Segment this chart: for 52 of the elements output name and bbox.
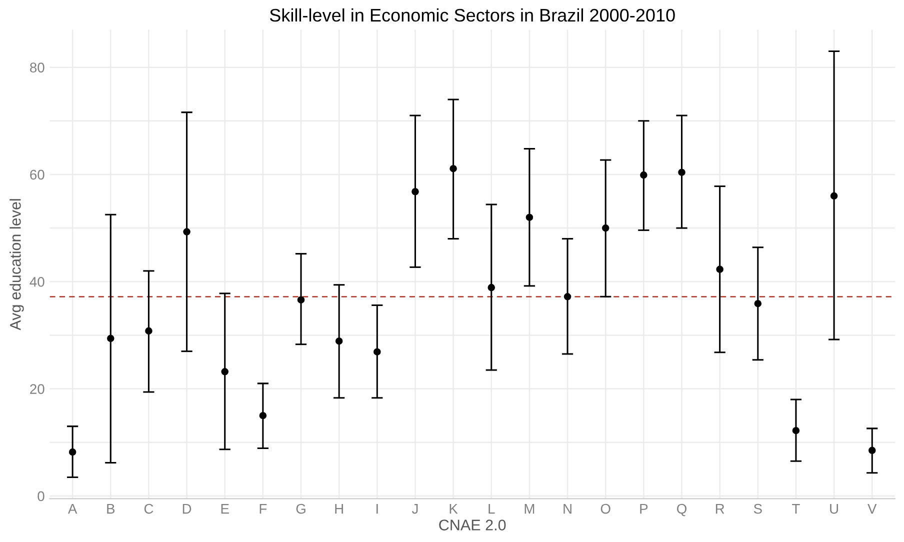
point (564, 293, 572, 300)
x-tick-label: Q (677, 504, 686, 516)
x-tick-label: F (260, 504, 267, 514)
point (259, 412, 267, 420)
y-axis-title: Avg education level (10, 199, 24, 330)
x-tick-label: O (600, 504, 610, 514)
y-tick-label: 20 (30, 384, 44, 394)
y-tick-label: 80 (30, 62, 44, 72)
x-tick-label: N (564, 504, 572, 514)
point (792, 426, 800, 434)
point (183, 228, 190, 236)
point (640, 171, 648, 179)
point (526, 214, 534, 221)
point (297, 296, 305, 304)
point (335, 337, 343, 345)
point (68, 448, 76, 456)
x-tick-label: J (412, 504, 418, 514)
x-tick-label: T (792, 504, 800, 514)
y-tick-label: 60 (30, 170, 44, 180)
x-tick-label: R (716, 504, 724, 514)
point (754, 300, 762, 308)
y-tick-label: 0 (38, 491, 44, 502)
y-tick-label: 40 (30, 276, 44, 287)
x-tick-label: B (107, 504, 115, 514)
x-tick-label: A (68, 504, 78, 514)
point (145, 327, 152, 335)
x-axis-title: CNAE 2.0 (439, 520, 506, 530)
x-tick-label: L (488, 504, 495, 514)
point (678, 168, 686, 176)
x-tick-label: U (830, 504, 838, 514)
point (412, 188, 419, 196)
chart-title: Skill-level in Economic Sectors in Brazil 2000-2010 (270, 8, 675, 22)
x-tick-label: H (335, 504, 343, 514)
point (716, 266, 724, 273)
point (450, 164, 457, 172)
x-tick-label: S (754, 504, 762, 514)
point (221, 368, 228, 376)
x-tick-label: K (450, 504, 458, 514)
x-tick-label: V (868, 504, 877, 514)
x-tick-label: M (524, 504, 534, 514)
x-tick-label: C (144, 504, 154, 514)
point (830, 192, 838, 200)
point (488, 284, 496, 292)
x-tick-label: P (640, 504, 648, 514)
x-tick-label: D (182, 504, 192, 514)
x-tick-label: I (376, 504, 378, 514)
point (602, 224, 610, 232)
x-tick-label: G (296, 504, 306, 514)
point (106, 334, 114, 342)
point (374, 348, 381, 356)
point (868, 446, 876, 454)
x-tick-label: E (221, 504, 229, 514)
